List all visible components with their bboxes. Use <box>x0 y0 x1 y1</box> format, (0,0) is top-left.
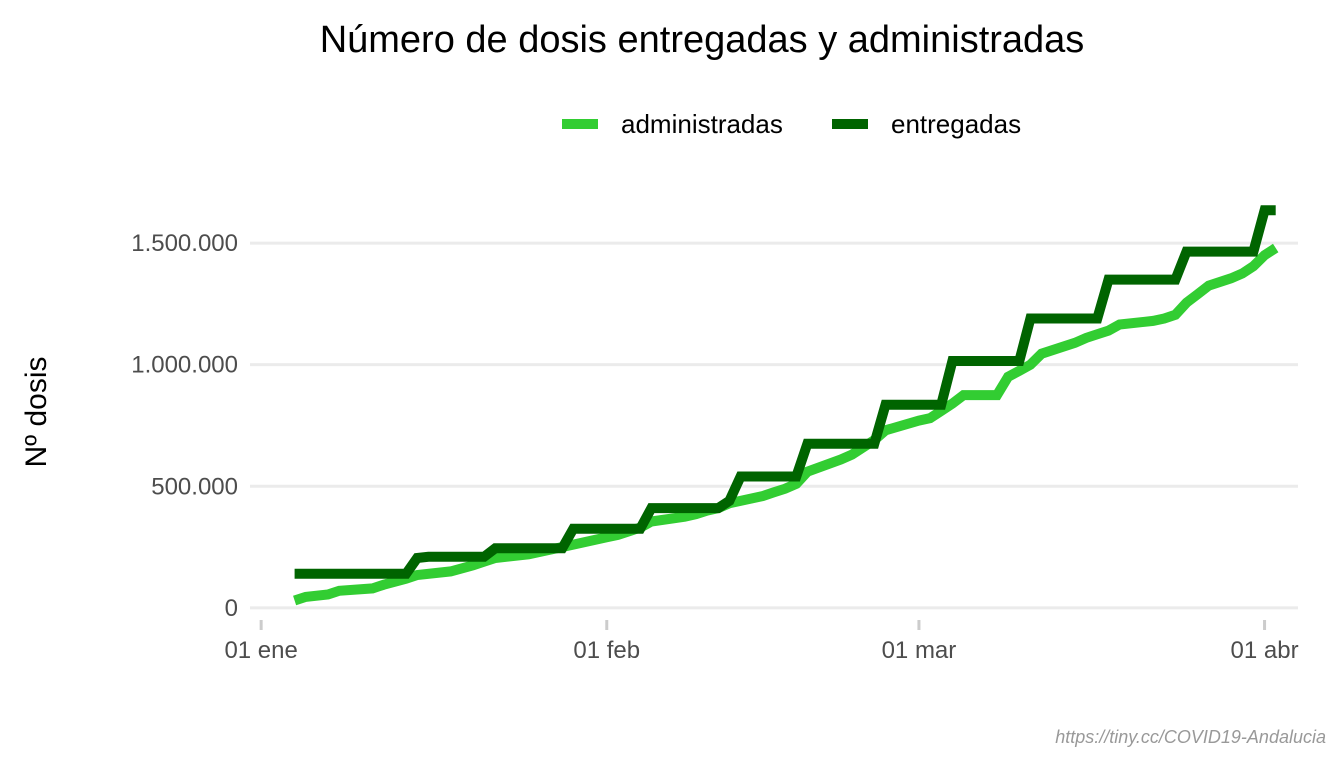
y-axis-label: Nº dosis <box>20 357 53 468</box>
x-tick-label: 01 mar <box>882 637 957 664</box>
x-tick-label: 01 abr <box>1231 637 1299 664</box>
y-axis-ticks: 0 500.000 1.000.000 1.500.000 <box>131 230 238 622</box>
y-tick-label: 1.000.000 <box>131 352 238 379</box>
legend-label-entregadas: entregadas <box>891 109 1021 139</box>
x-axis-ticks: 01 ene 01 feb 01 mar 01 abr <box>224 620 1299 664</box>
y-tick-label: 0 <box>225 595 238 622</box>
gridlines <box>250 241 1298 610</box>
y-tick-label: 500.000 <box>151 473 238 500</box>
y-tick-label: 1.500.000 <box>131 230 238 257</box>
chart-title: Número de dosis entregadas y administrad… <box>320 19 1085 61</box>
series-line-administradas <box>293 243 1279 606</box>
series-lines <box>293 205 1279 606</box>
series-line-entregadas <box>294 205 1276 579</box>
legend: administradas entregadas <box>562 109 1021 139</box>
caption: https://tiny.cc/COVID19-Andalucia <box>1055 727 1326 747</box>
x-tick-label: 01 ene <box>224 637 297 664</box>
x-tick-label: 01 feb <box>573 637 640 664</box>
legend-label-administradas: administradas <box>621 109 783 139</box>
